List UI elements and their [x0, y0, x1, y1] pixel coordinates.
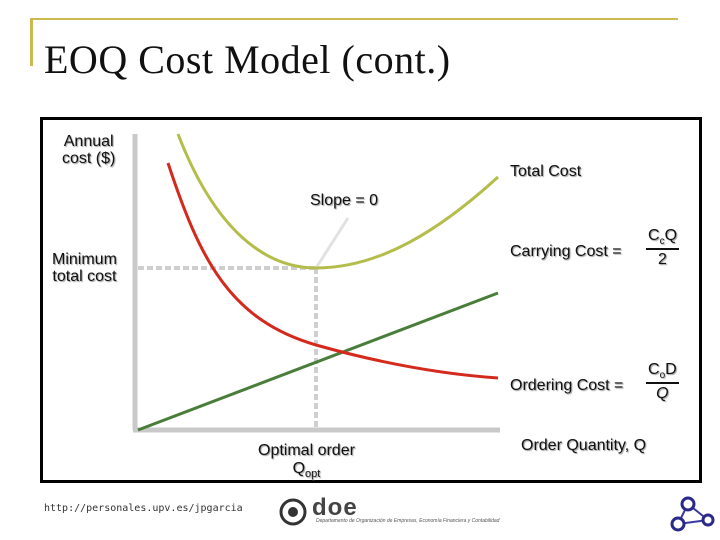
y-axis-label-line1: Annual: [63, 133, 114, 150]
diagram-panel: [40, 117, 702, 483]
top-rule: [30, 18, 678, 20]
minimum-cost-label-line2: total cost: [52, 268, 117, 285]
minimum-cost-label-line1: Minimum: [52, 251, 117, 268]
ordering-formula-denominator: Q: [656, 385, 669, 403]
total-cost-curve: [176, 133, 500, 270]
fraction-bar: [646, 382, 679, 385]
network-decoration-icon: [670, 496, 715, 532]
carrying-cost-formula: CcQ 2: [646, 227, 680, 269]
ordering-formula-numerator: CoD: [648, 361, 677, 382]
logo-wordmark: doe: [312, 494, 358, 521]
ordering-cost-formula: CoD Q: [646, 361, 679, 403]
minimum-cost-label: Minimum total cost: [52, 251, 117, 285]
fraction-bar: [646, 248, 680, 251]
logo-caption: Departamento de Organización de Empresas…: [316, 518, 500, 524]
carrying-cost-curve: [137, 291, 499, 432]
slope-tangent-line: [314, 217, 350, 269]
title-accent-bar: [30, 18, 33, 66]
source-url: http://personales.upv.es/jpgarcia: [44, 503, 243, 514]
carrying-cost-label: Carrying Cost =: [510, 243, 622, 260]
department-logo-icon: [279, 498, 307, 526]
carrying-formula-denominator: 2: [658, 251, 667, 269]
total-cost-label: Total Cost: [510, 163, 582, 180]
y-axis-label: Annual cost ($): [62, 133, 115, 167]
carrying-formula-numerator: CcQ: [648, 227, 678, 248]
ordering-cost-label: Ordering Cost =: [510, 377, 624, 394]
slope-label: Slope = 0: [310, 192, 379, 209]
optimal-order-label-line2: Qopt: [292, 460, 321, 481]
ordering-cost-curve: [166, 162, 499, 380]
y-axis-label-line2: cost ($): [62, 150, 116, 167]
optimal-order-label: Optimal order Qopt: [258, 442, 355, 483]
x-axis-label: Order Quantity, Q: [521, 437, 647, 454]
optimal-order-label-line1: Optimal order: [258, 442, 355, 459]
slide-title: EOQ Cost Model (cont.): [44, 37, 451, 82]
